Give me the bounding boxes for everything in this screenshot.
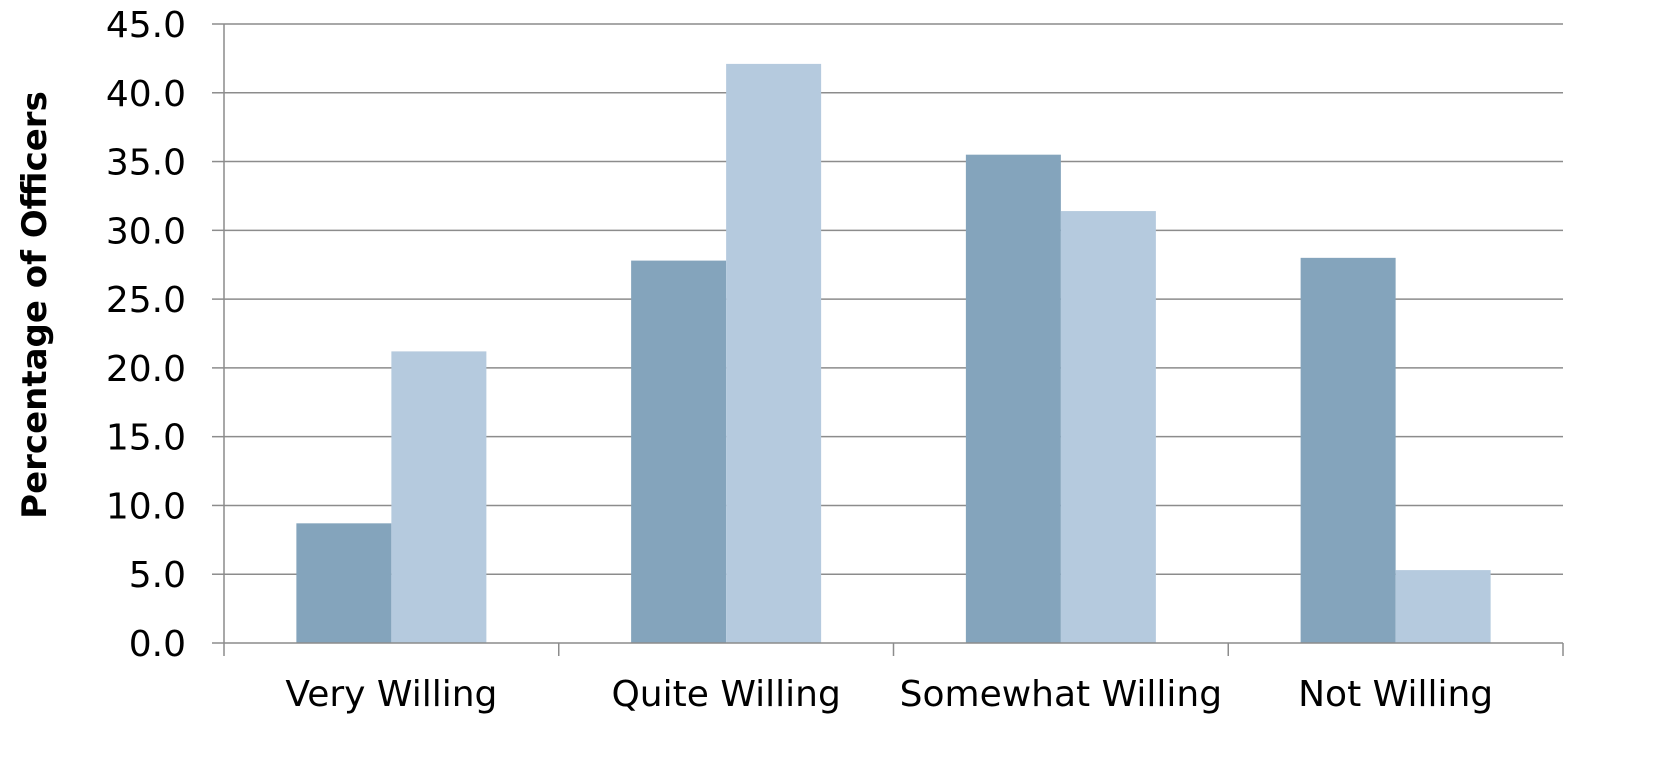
y-tick-label: 25.0 [106,280,186,321]
bar-series2-very-willing [391,351,487,643]
y-tick-labels: 0.0 5.0 10.0 15.0 20.0 25.0 30.0 35.0 40.0 45.0 [106,5,186,665]
y-tick-label: 0.0 [129,624,186,665]
bar-series2-not-willing [1395,570,1491,643]
x-tick-labels: Very Willing Quite Willing Somewhat Willin… [285,674,1493,715]
y-tick-label: 20.0 [106,349,186,390]
y-tick-label: 30.0 [106,211,186,252]
x-tick-label: Quite Willing [611,674,840,715]
bar-series2-quite-willing [726,63,822,643]
x-tick-label: Very Willing [285,674,497,715]
bar-series2-somewhat-willing [1060,211,1156,643]
x-tick-label: Somewhat Willing [900,674,1222,715]
y-axis-label: Percentage of Officers [15,91,55,519]
y-tick-label: 5.0 [129,555,186,596]
y-tick-label: 35.0 [106,143,186,184]
y-tick-label: 10.0 [106,486,186,527]
y-tick-label: 40.0 [106,74,186,115]
x-tick-label: Not Willing [1298,674,1493,715]
bar-series1-very-willing [296,523,392,643]
bars [296,63,1491,643]
bar-series1-somewhat-willing [965,154,1061,643]
y-tick-label: 45.0 [106,5,186,46]
bar-series1-not-willing [1300,257,1396,643]
x-axis [223,642,1564,656]
y-tick-label: 15.0 [106,418,186,459]
bar-series1-quite-willing [631,260,727,643]
